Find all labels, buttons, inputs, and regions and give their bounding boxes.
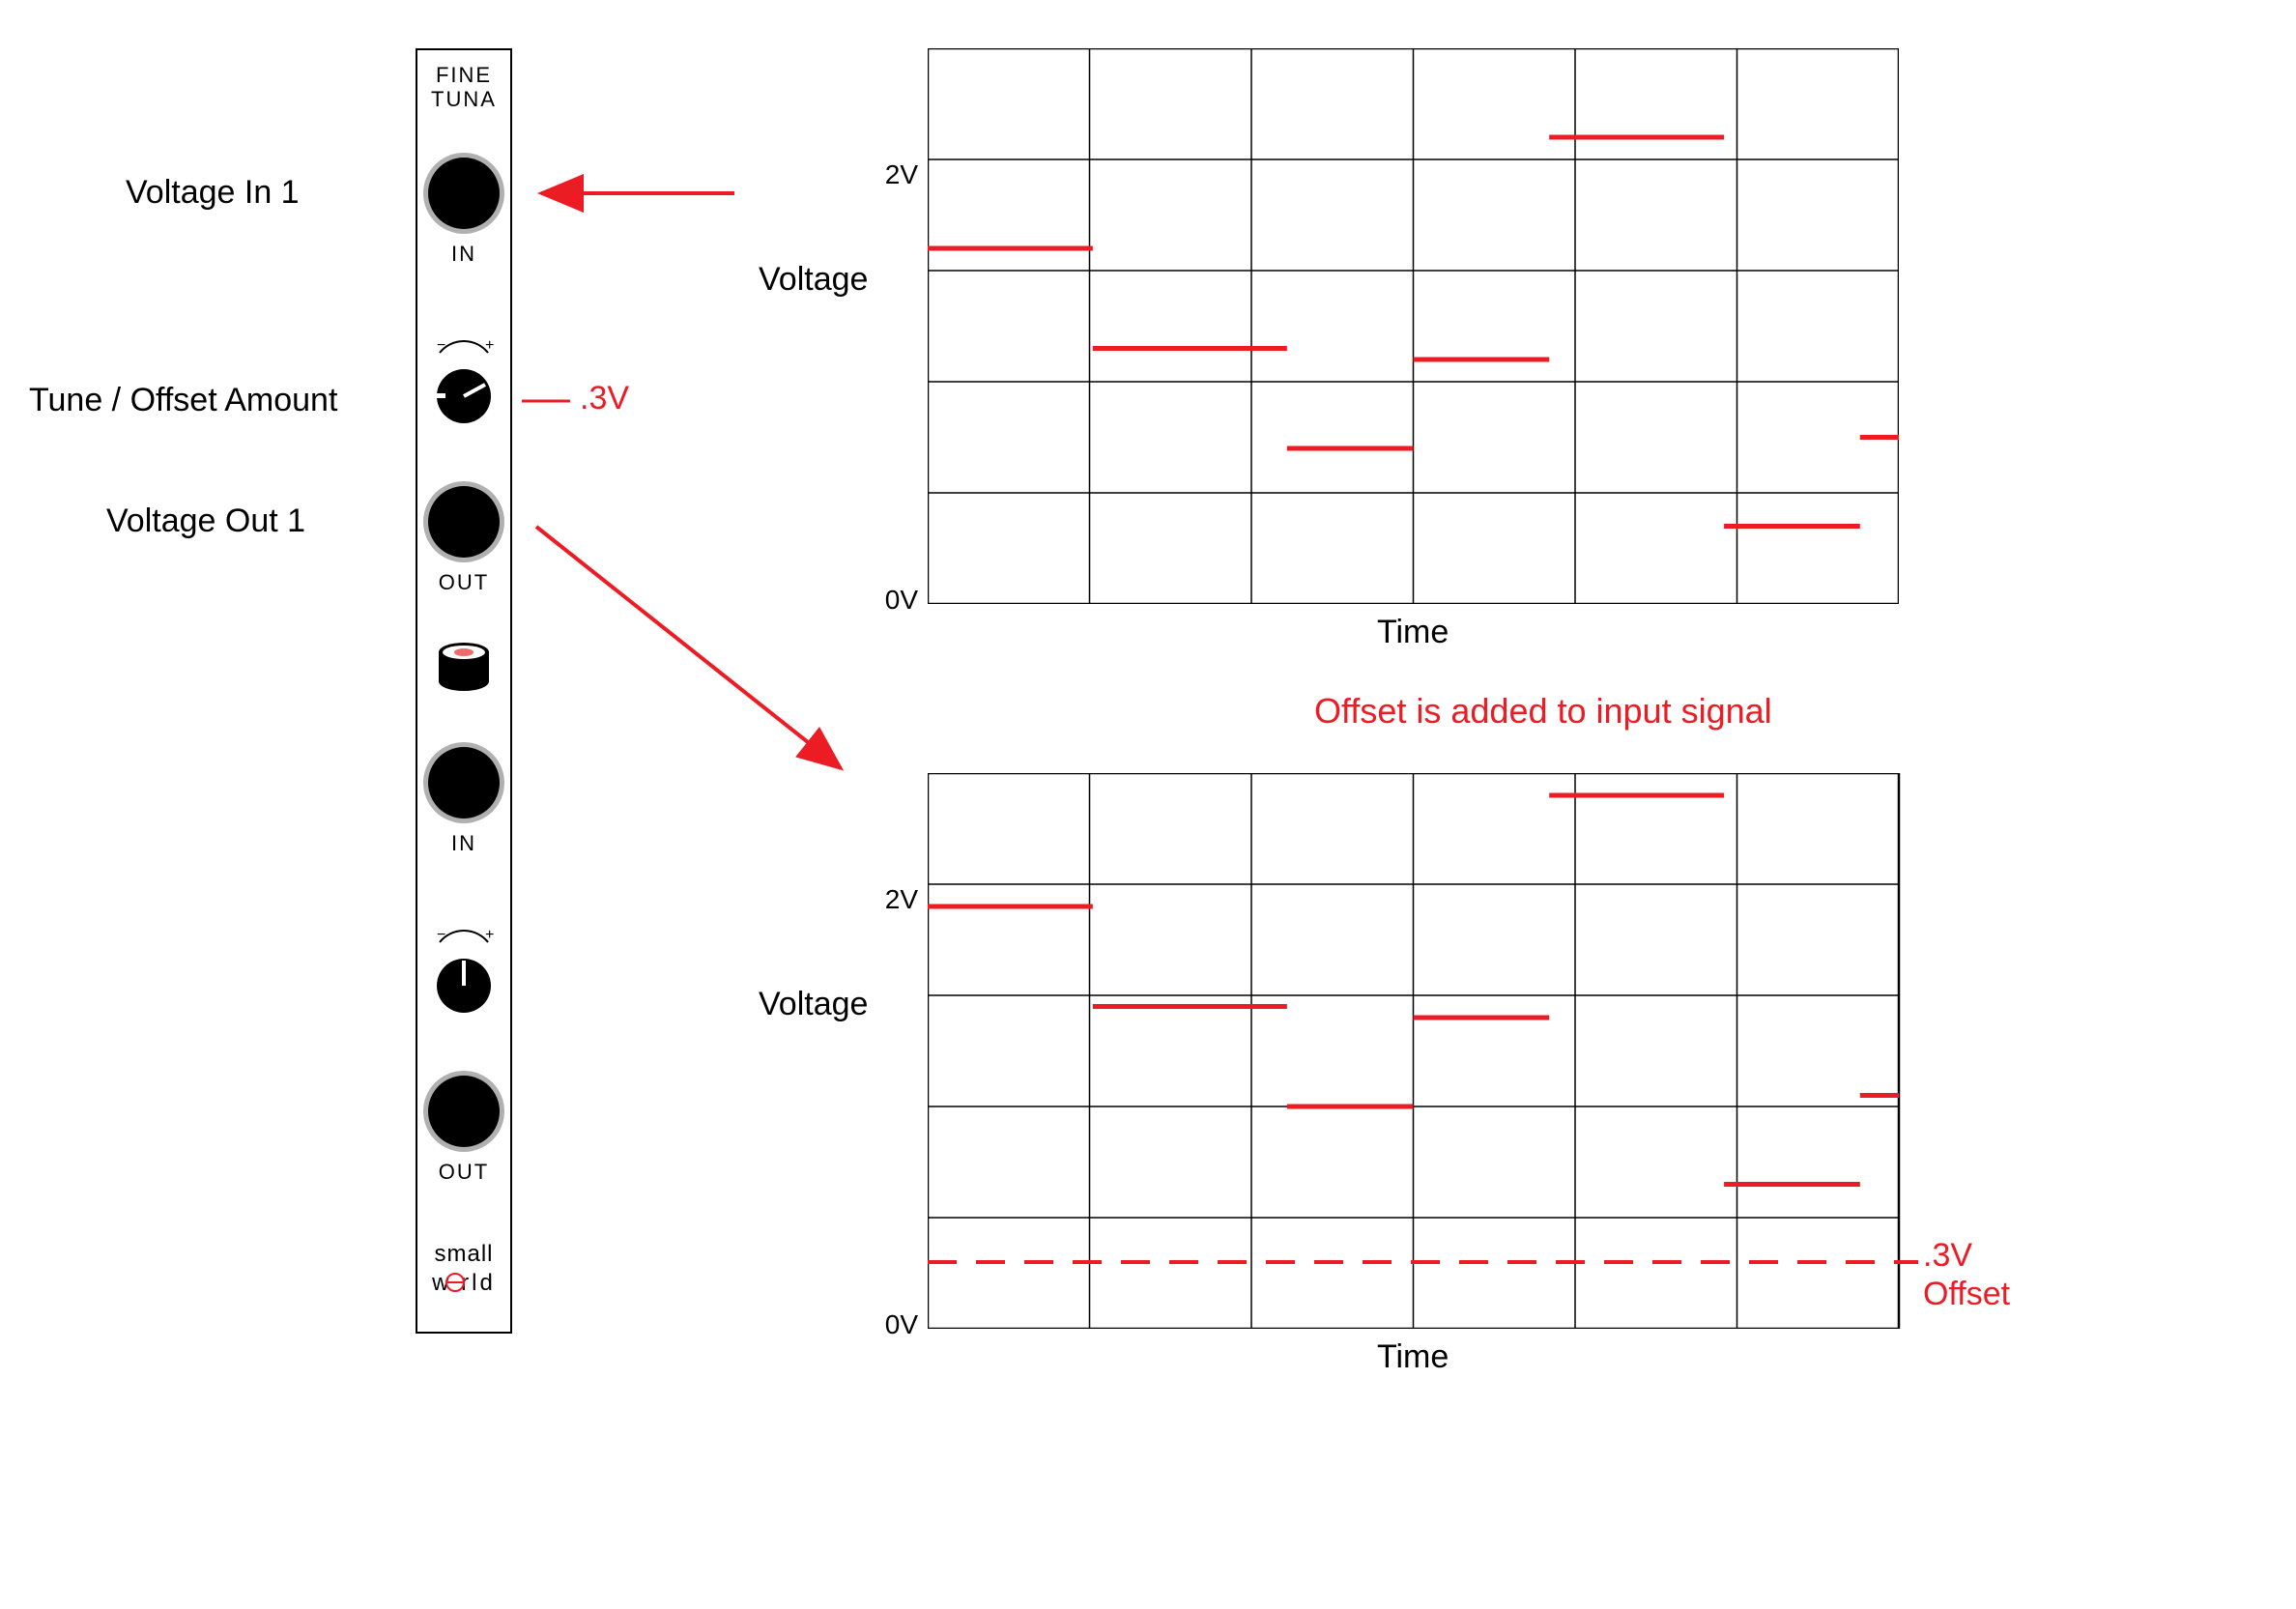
chart-bottom-time-label: Time [1377, 1338, 1449, 1376]
chart-top-tick-0v: 0V [879, 585, 918, 616]
arrow-voltage-out [536, 527, 841, 768]
chart-top-voltage-label: Voltage [759, 261, 868, 299]
chart-bottom-tick-2v: 2V [879, 884, 918, 915]
chart-bottom-voltage-label: Voltage [759, 986, 868, 1023]
chart-bottom-tick-0v: 0V [879, 1309, 918, 1340]
chart-top-tick-2v: 2V [879, 159, 918, 190]
chart-input [928, 48, 1899, 604]
chart-top-time-label: Time [1377, 614, 1449, 651]
chart-output [928, 773, 1923, 1329]
